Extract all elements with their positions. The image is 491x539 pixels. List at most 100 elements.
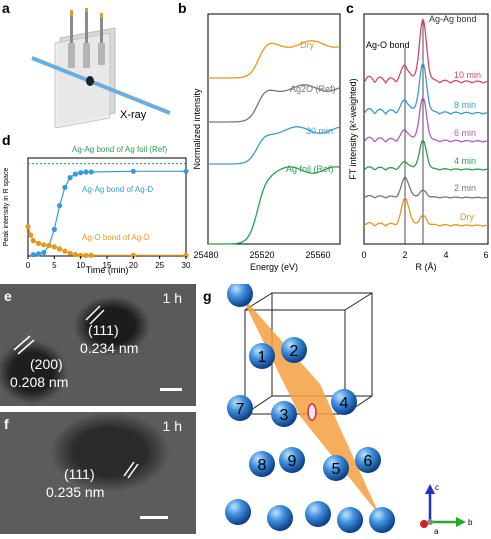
atom-3: 7 (227, 395, 253, 421)
atom-label-8: 9 (288, 453, 297, 470)
tem-f-markers (123, 461, 168, 519)
atom-14 (369, 507, 395, 533)
d-ago-label: Ag-O bond of Ag-D (82, 233, 150, 242)
d-point-1-14 (130, 252, 136, 258)
b-xtick-1: 25520 (249, 250, 274, 260)
tem-f-time: 1 h (162, 418, 182, 434)
d-xtick-4: 20 (129, 261, 138, 270)
d-point-0-9 (78, 170, 84, 176)
atom-11 (267, 505, 293, 531)
xray-label: X-ray (120, 109, 147, 121)
d-point-1-0 (25, 224, 31, 230)
b-series-label-3: Ag foil (Ref) (286, 164, 334, 174)
d-xtick-5: 25 (155, 261, 164, 270)
b-series-line-2 (208, 126, 341, 165)
panel-label-g: g (203, 288, 212, 304)
c-series-label-5: Dry (460, 212, 474, 222)
d-point-1-11 (78, 252, 84, 258)
d-point-1-13 (88, 252, 94, 258)
atom-13 (337, 507, 363, 533)
atom-label-4: 5 (332, 461, 341, 478)
exafs-chart: Ag-Ag bond Ag-O bond 10 min 8 min 6 min … (348, 13, 489, 272)
atom-label-5: 6 (364, 453, 373, 470)
scale-bar (160, 388, 182, 391)
b-series-label-1: Ag2O (Ref) (290, 84, 336, 94)
c-series-label-1: 8 min (454, 100, 476, 110)
c-xlabel: R (Å) (416, 262, 437, 272)
tem-e-dist2: 0.208 nm (10, 374, 69, 390)
d-point-1-8 (62, 248, 68, 254)
xray-cell-schematic: X-ray (31, 8, 171, 128)
panel-label-a: a (2, 0, 10, 16)
tem-image-f: 1 h (111) 0.235 nm (0, 412, 196, 534)
c-series-line-0 (363, 17, 489, 85)
atom-9: 6 (355, 447, 381, 473)
d-agag-label: Ag-Ag bond of Ag-D (82, 185, 153, 194)
tem-f-dist1: 0.235 nm (46, 484, 105, 500)
d-point-0-0 (30, 252, 36, 258)
panel-label-e: e (4, 288, 12, 304)
d-point-0-13 (183, 168, 189, 174)
c-xtick-0: 0 (361, 250, 366, 260)
tem-e-time: 1 h (162, 290, 182, 306)
d-point-0-2 (41, 249, 47, 256)
c-series-label-2: 6 min (454, 128, 476, 138)
c-ylabel: FT intensity (k²-weighted) (348, 78, 358, 179)
d-point-1-7 (57, 246, 63, 252)
d-point-1-15 (183, 252, 189, 258)
d-point-1-9 (67, 250, 73, 256)
c-xtick-1: 2 (402, 250, 407, 260)
d-series-line-1 (27, 226, 186, 256)
d-ylabel: Peak intensity in R space (3, 168, 10, 247)
tem-e-plane1: (111) (88, 322, 119, 338)
d-xtick-6: 30 (182, 261, 190, 270)
c-series-line-2 (363, 96, 489, 143)
c-series-label-0: 10 min (454, 70, 481, 80)
tem-e-dist1: 0.234 nm (80, 340, 139, 356)
b-xlabel: Energy (eV) (250, 262, 298, 272)
d-xlabel: Time (min) (86, 265, 129, 275)
atom-label-0: 1 (258, 349, 267, 366)
b-series-label-0: Dry (300, 40, 314, 50)
d-point-1-5 (46, 242, 52, 249)
atom-2: 2 (281, 337, 307, 363)
c-series-line-3 (363, 139, 488, 171)
c-series-line-5 (363, 196, 489, 227)
panel-label-f: f (4, 416, 9, 432)
tem-e-markers (13, 305, 182, 391)
c-annotation-ago: Ag-O bond (366, 40, 410, 50)
atom-6: 8 (249, 451, 275, 477)
atom-label-6: 7 (236, 401, 245, 418)
d-point-1-10 (72, 252, 78, 258)
d-point-1-4 (41, 242, 47, 248)
c-annotation-agag: Ag-Ag bond (429, 14, 477, 24)
d-point-0-6 (62, 184, 68, 190)
atom-5: 4 (331, 389, 357, 415)
tem-e-plane2: (200) (30, 356, 63, 372)
atom-1: 1 (249, 343, 275, 369)
d-point-1-1 (28, 232, 34, 238)
d-point-1-2 (30, 238, 36, 244)
atom-0 (227, 284, 253, 307)
atom-label-1: 2 (290, 343, 299, 360)
c-series-line-4 (363, 176, 489, 199)
xanes-chart: Dry Ag2O (Ref) 30 min Ag foil (Ref) 2548… (192, 13, 341, 272)
d-xtick-0: 0 (26, 261, 31, 270)
axis-a-label: a (434, 527, 439, 536)
b-series-line-3 (208, 166, 341, 245)
interstitial-marker (307, 403, 317, 421)
b-series-line-1 (208, 84, 341, 123)
d-point-0-11 (88, 169, 94, 175)
atom-label-2: 3 (280, 407, 289, 424)
d-xtick-3: 15 (103, 261, 112, 270)
tem-f-plane1: (111) (64, 466, 95, 482)
panel-label-c: c (346, 0, 354, 16)
d-point-0-7 (67, 175, 73, 181)
d-point-1-12 (83, 252, 89, 258)
d-xtick-2: 10 (76, 261, 85, 270)
atom-12 (305, 501, 331, 527)
c-series-label-3: 4 min (454, 156, 476, 166)
atom-10 (225, 499, 251, 525)
b-xtick-2: 25560 (305, 250, 330, 260)
c-series-line-1 (363, 61, 489, 115)
